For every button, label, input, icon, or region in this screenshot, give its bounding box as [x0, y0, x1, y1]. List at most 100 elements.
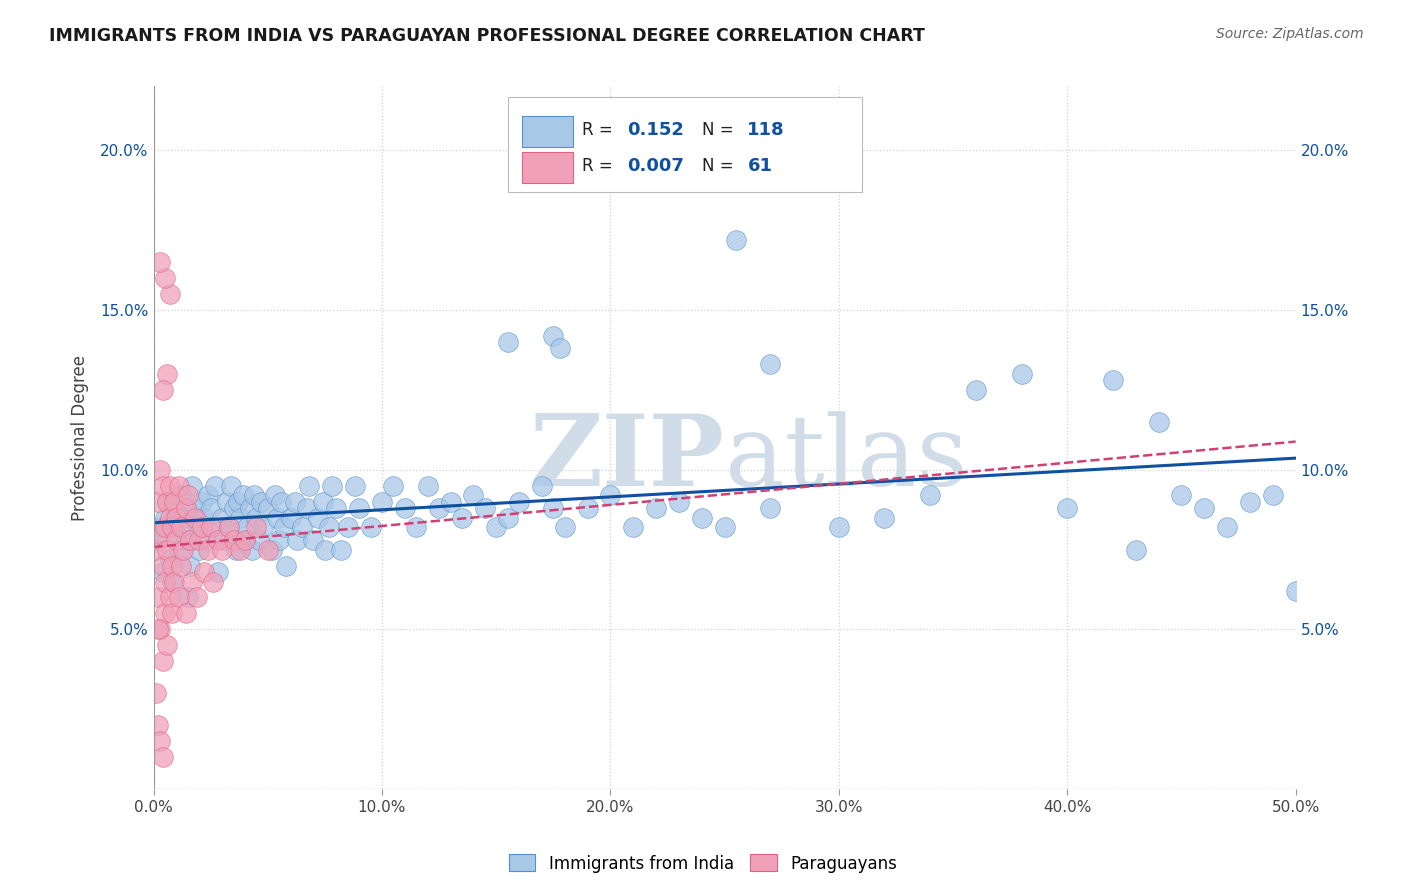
Text: 61: 61 — [748, 157, 772, 176]
Point — [211, 542, 233, 557]
Point — [645, 501, 668, 516]
Point — [965, 383, 987, 397]
Point — [269, 533, 291, 547]
Point — [336, 520, 359, 534]
Point — [160, 574, 183, 589]
Point — [159, 510, 181, 524]
Point — [621, 520, 644, 534]
Point — [273, 520, 295, 534]
Point — [496, 334, 519, 349]
Text: 0.152: 0.152 — [627, 121, 685, 139]
Point — [599, 488, 621, 502]
Point — [152, 383, 174, 397]
Point — [218, 520, 240, 534]
Text: atlas: atlas — [724, 411, 967, 507]
Point — [201, 574, 224, 589]
Point — [543, 501, 565, 516]
Point — [156, 542, 179, 557]
Point — [193, 510, 215, 524]
Point — [382, 478, 405, 492]
Point — [311, 494, 333, 508]
Point — [543, 328, 565, 343]
Point — [713, 520, 735, 534]
Point — [152, 558, 174, 573]
Point — [190, 494, 212, 508]
Point — [165, 533, 187, 547]
Point — [307, 510, 329, 524]
Point — [160, 558, 183, 573]
Point — [165, 526, 187, 541]
Point — [405, 520, 427, 534]
Point — [201, 520, 224, 534]
Point — [245, 520, 267, 534]
Point — [153, 271, 176, 285]
Point — [233, 533, 256, 547]
Point — [302, 533, 325, 547]
Point — [247, 533, 270, 547]
Point — [427, 501, 450, 516]
Point — [159, 478, 181, 492]
Point — [200, 520, 222, 534]
Point — [1192, 501, 1215, 516]
Point — [329, 542, 352, 557]
Point — [298, 478, 321, 492]
Point — [195, 533, 218, 547]
Point — [485, 520, 508, 534]
Point — [214, 533, 236, 547]
Point — [1102, 373, 1125, 387]
Point — [163, 574, 186, 589]
Point — [873, 510, 896, 524]
Point — [197, 542, 219, 557]
Text: R =: R = — [582, 157, 613, 176]
Point — [1147, 415, 1170, 429]
Point — [232, 488, 254, 502]
Point — [218, 520, 240, 534]
Legend: Immigrants from India, Paraguayans: Immigrants from India, Paraguayans — [502, 847, 904, 880]
Point — [530, 478, 553, 492]
Point — [170, 520, 193, 534]
Point — [759, 501, 782, 516]
Point — [1284, 584, 1306, 599]
Text: Source: ZipAtlas.com: Source: ZipAtlas.com — [1216, 27, 1364, 41]
Point — [159, 552, 181, 566]
Point — [207, 565, 229, 579]
Point — [149, 520, 172, 534]
Point — [163, 494, 186, 508]
Point — [207, 533, 229, 547]
Point — [186, 520, 208, 534]
Point — [145, 686, 167, 700]
Point — [371, 494, 394, 508]
Point — [229, 510, 252, 524]
Point — [211, 510, 233, 524]
Point — [146, 718, 169, 732]
Point — [496, 510, 519, 524]
Point — [222, 501, 245, 516]
Point — [284, 494, 307, 508]
Point — [149, 526, 172, 541]
Point — [759, 357, 782, 371]
Point — [159, 287, 181, 301]
FancyBboxPatch shape — [523, 116, 572, 147]
Point — [149, 463, 172, 477]
Point — [146, 494, 169, 508]
Point — [1011, 367, 1033, 381]
Point — [690, 510, 713, 524]
Point — [474, 501, 496, 516]
Point — [172, 542, 194, 557]
Point — [179, 533, 201, 547]
Point — [266, 510, 288, 524]
Point — [347, 501, 370, 516]
Point — [215, 494, 238, 508]
Point — [252, 520, 274, 534]
Text: R =: R = — [582, 121, 613, 139]
Point — [270, 494, 292, 508]
Point — [325, 501, 347, 516]
Point — [167, 542, 190, 557]
Point — [548, 341, 571, 355]
Point — [197, 488, 219, 502]
Point — [188, 542, 211, 557]
Point — [174, 533, 197, 547]
Point — [170, 558, 193, 573]
Text: ZIP: ZIP — [530, 410, 724, 508]
Point — [256, 501, 278, 516]
